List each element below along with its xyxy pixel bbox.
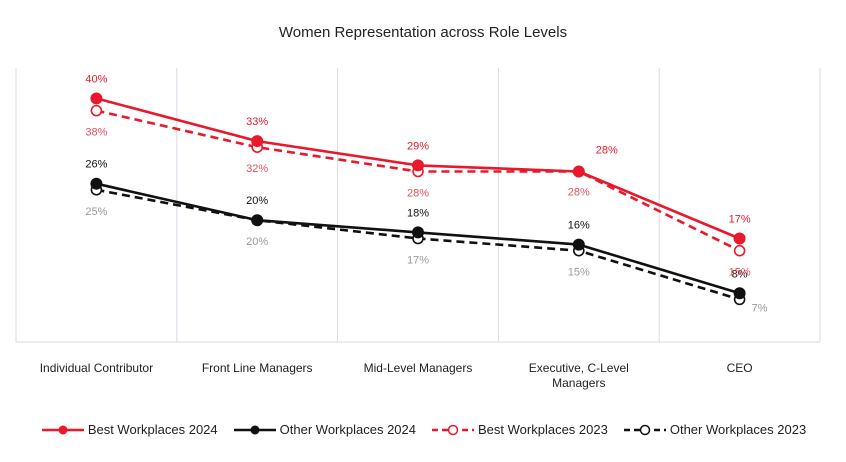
- data-label: 26%: [85, 159, 107, 171]
- data-label: 29%: [407, 140, 429, 152]
- legend-marker-other-2023: [623, 424, 666, 435]
- legend-marker-best-2023: [432, 424, 474, 435]
- x-tick-label: Executive, C-Level: [529, 361, 629, 375]
- legend-item-other-2024[interactable]: Other Workplaces 2024: [232, 422, 416, 437]
- data-point: [412, 159, 424, 172]
- line-chart: Individual Contributor Front Line Manager…: [15, 68, 821, 390]
- x-tick-label: Mid-Level Managers: [364, 361, 473, 375]
- data-label: 16%: [568, 220, 590, 232]
- x-tick-label: Front Line Managers: [202, 361, 313, 375]
- data-label: 20%: [246, 195, 268, 207]
- legend-label: Other Workplaces 2023: [669, 422, 807, 437]
- data-label: 28%: [568, 187, 590, 199]
- legend-marker-other-2024: [233, 425, 276, 434]
- chart-title: Women Representation across Role Levels: [278, 24, 568, 41]
- data-point: [572, 165, 585, 178]
- x-tick-label: Managers: [552, 376, 605, 390]
- data-label: 18%: [407, 207, 429, 219]
- data-label: 8%: [732, 268, 748, 280]
- data-label: 15%: [729, 267, 751, 279]
- data-point: [412, 226, 424, 239]
- data-label: 38%: [85, 127, 107, 139]
- data-point: [572, 238, 585, 251]
- data-label: 17%: [407, 254, 429, 266]
- data-point: [733, 232, 746, 245]
- legend-label: Other Workplaces 2024: [279, 422, 416, 437]
- data-label: 33%: [246, 116, 268, 128]
- data-point: [733, 244, 746, 257]
- data-label: 25%: [85, 206, 107, 218]
- data-label: 17%: [729, 213, 751, 225]
- data-point: [90, 92, 103, 105]
- legend-item-best-2024[interactable]: Best Workplaces 2024: [40, 422, 218, 437]
- legend-marker-best-2024: [41, 425, 84, 434]
- data-point: [251, 214, 264, 227]
- data-label: 40%: [85, 73, 107, 85]
- chart-legend: Best Workplaces 2024 Other Workplaces 20…: [0, 422, 846, 437]
- data-point: [251, 135, 264, 148]
- data-label: 7%: [752, 302, 768, 314]
- legend-item-other-2023[interactable]: Other Workplaces 2023: [622, 422, 806, 437]
- data-label: 32%: [246, 163, 268, 175]
- data-point: [733, 287, 746, 300]
- x-tick-label: CEO: [727, 361, 753, 375]
- data-label: 28%: [407, 188, 429, 200]
- legend-label: Best Workplaces 2024: [87, 422, 218, 437]
- data-point: [90, 104, 103, 117]
- data-point: [90, 177, 103, 190]
- data-label: 20%: [246, 236, 268, 248]
- legend-item-best-2023[interactable]: Best Workplaces 2023: [430, 422, 608, 437]
- data-label: 28%: [596, 145, 618, 157]
- legend-label: Best Workplaces 2023: [478, 422, 608, 437]
- data-label: 15%: [568, 267, 590, 279]
- x-tick-label: Individual Contributor: [40, 361, 153, 375]
